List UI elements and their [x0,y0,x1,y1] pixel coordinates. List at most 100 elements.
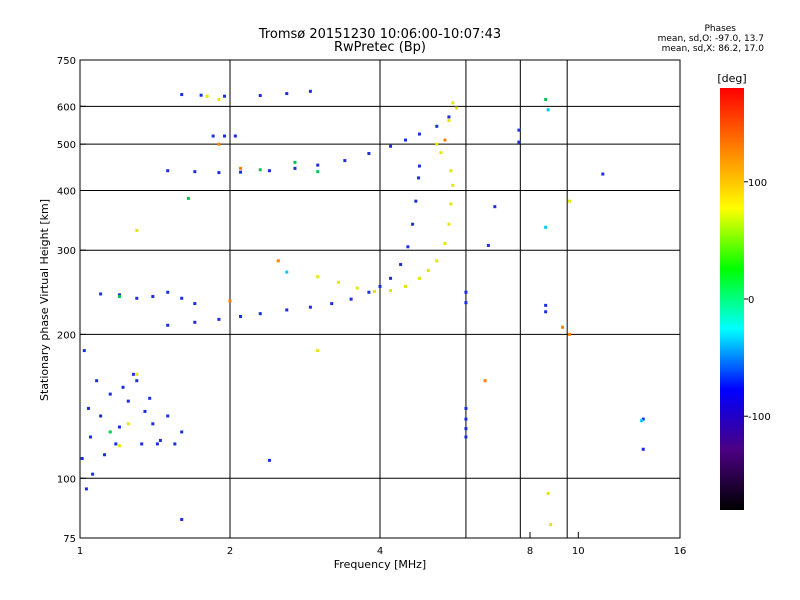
data-point [640,419,644,423]
data-point [544,98,548,102]
data-point [403,284,407,288]
data-point [193,320,197,324]
data-point [406,245,410,249]
data-point [135,228,139,232]
data-point [233,134,237,138]
data-point [517,128,521,132]
data-point [80,456,84,460]
x-tick-label: 8 [527,546,533,557]
data-point [180,430,184,434]
data-point [158,438,162,442]
data-point [285,270,289,274]
data-point [114,442,118,446]
data-point [389,144,393,148]
data-point [389,276,393,280]
y-axis-label: Stationary phase Virtual Height [km] [38,199,51,401]
data-point [258,168,262,172]
x-tick-label: 1 [77,546,83,557]
data-point [89,435,93,439]
data-point [464,290,468,294]
y-tick-label: 75 [63,534,76,545]
data-point [546,108,550,112]
x-tick-label: 16 [674,546,687,557]
data-point [166,290,170,294]
data-point [447,119,451,123]
data-point [293,166,297,170]
data-point [316,163,320,167]
data-point [451,101,455,105]
y-tick-label: 100 [57,474,76,485]
data-point [166,323,170,327]
data-point [486,243,490,247]
data-point [561,325,565,329]
data-point [414,199,418,203]
data-point [180,93,184,97]
data-point [443,138,447,142]
data-point [483,379,487,383]
data-point [567,332,571,336]
data-point [451,183,455,187]
data-point [343,159,347,163]
data-point [217,317,221,321]
y-tick-label: 400 [57,186,76,197]
data-point [217,98,221,102]
data-point [205,94,209,98]
data-point [426,269,430,273]
data-point [267,169,271,173]
data-point [84,487,88,491]
x-axis: 1 2 4 8 16 10 [77,532,687,557]
data-point [143,409,147,413]
data-point [126,422,130,426]
data-point [443,241,447,245]
y-axis: 75 100 200 300 400 500 600 750 [57,56,86,545]
data-point [276,259,280,263]
data-point [389,289,393,293]
data-point [239,314,243,318]
data-point [439,151,443,155]
x-tick-label: 2 [227,546,233,557]
data-point [308,89,312,93]
data-point [417,176,421,180]
phase-stats-o: mean, sd,O: -97.0, 13.7 [657,34,764,44]
data-point [493,205,497,209]
data-point [544,303,548,307]
data-point [239,166,243,170]
data-point [151,422,155,426]
data-point [293,160,297,164]
data-point [82,349,86,353]
data-point [316,170,320,174]
data-point [336,280,340,284]
data-point [228,299,232,303]
grid-lines [80,60,680,538]
y-tick-label: 600 [57,102,76,113]
data-point [117,293,121,297]
chart-subtitle: RwPretec (Bp) [333,40,427,55]
x-tick-label: 10 [572,546,585,557]
data-point [435,124,439,128]
data-point [166,414,170,418]
data-point [117,425,121,429]
data-point [91,472,95,476]
data-point [517,140,521,144]
data-point [186,196,190,200]
data-point [464,427,468,431]
data-point [355,286,359,290]
data-point [447,115,451,119]
data-point [121,385,125,389]
data-point [435,259,439,263]
data-point [285,308,289,312]
y-tick-label: 300 [57,246,76,257]
data-point [223,94,227,98]
data-point [103,453,107,457]
y-tick-label: 200 [57,330,76,341]
x-tick-label: 4 [377,546,383,557]
data-points [80,89,645,527]
data-point [258,94,262,98]
data-point [549,523,553,527]
colorbar-tick-label: 0 [748,295,754,306]
colorbar-tick-label: 100 [748,178,767,189]
data-point [417,164,421,168]
data-point [330,302,334,306]
data-point [567,199,571,203]
